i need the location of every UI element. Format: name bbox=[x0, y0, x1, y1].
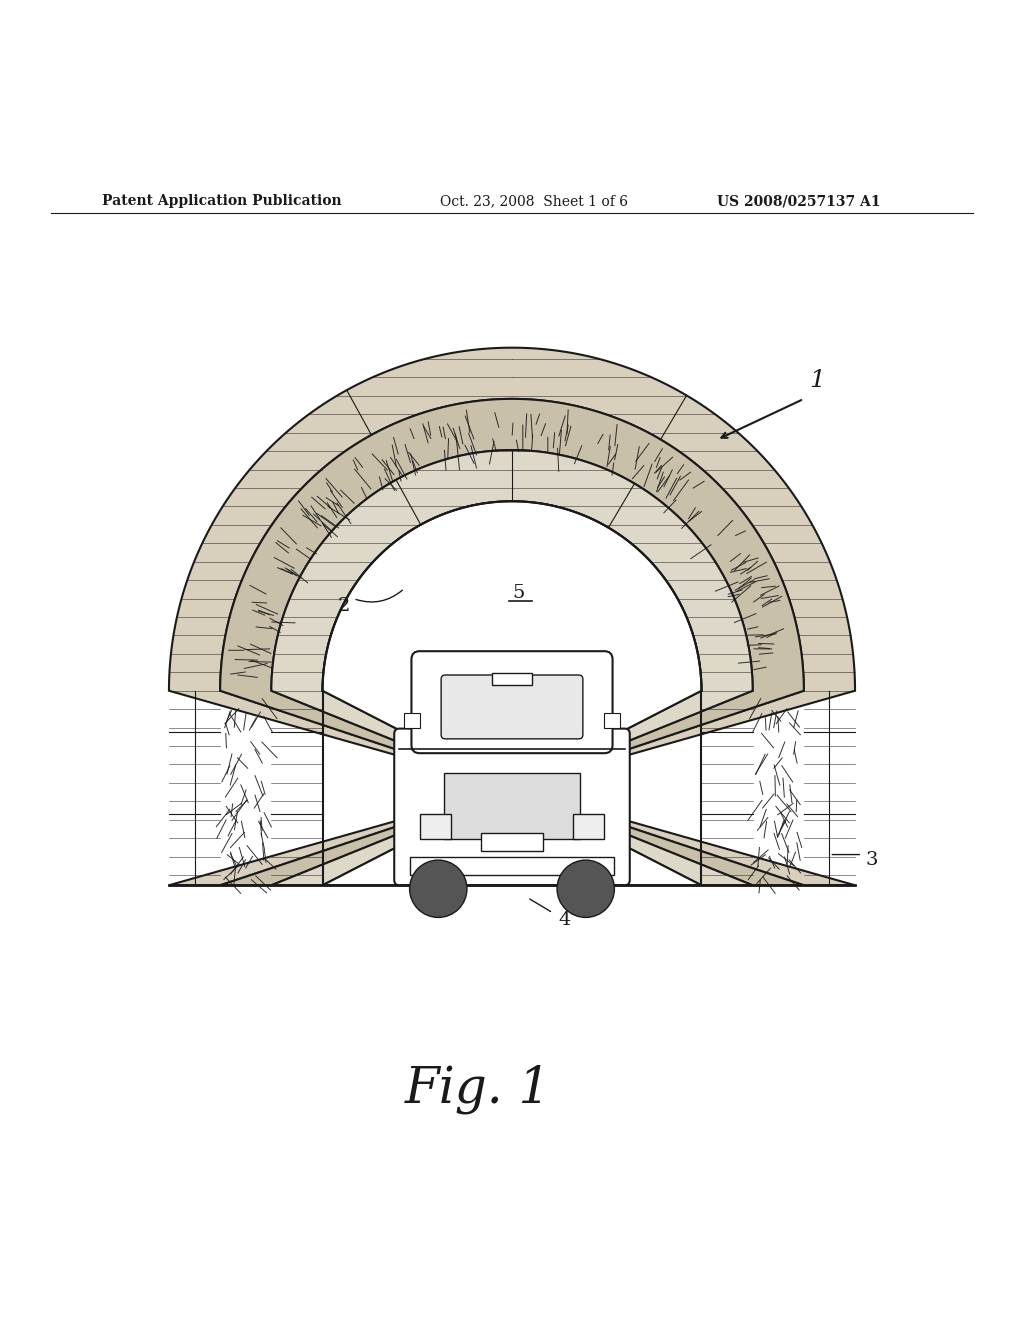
Bar bbox=[404, 713, 420, 727]
Text: Oct. 23, 2008  Sheet 1 of 6: Oct. 23, 2008 Sheet 1 of 6 bbox=[440, 194, 629, 209]
Polygon shape bbox=[169, 347, 855, 886]
Text: 3: 3 bbox=[865, 850, 878, 869]
Bar bbox=[420, 813, 451, 840]
Bar bbox=[444, 772, 580, 840]
Polygon shape bbox=[220, 399, 804, 886]
Text: 1: 1 bbox=[809, 368, 825, 392]
Text: US 2008/0257137 A1: US 2008/0257137 A1 bbox=[717, 194, 881, 209]
Polygon shape bbox=[271, 450, 753, 886]
FancyBboxPatch shape bbox=[394, 729, 630, 886]
Polygon shape bbox=[323, 502, 701, 886]
Bar bbox=[573, 813, 604, 840]
Text: 2: 2 bbox=[338, 597, 350, 615]
Bar bbox=[604, 713, 620, 727]
Text: 4: 4 bbox=[558, 911, 570, 929]
Circle shape bbox=[557, 861, 614, 917]
Text: Patent Application Publication: Patent Application Publication bbox=[102, 194, 342, 209]
Text: 5: 5 bbox=[512, 585, 524, 602]
FancyBboxPatch shape bbox=[441, 675, 583, 739]
FancyBboxPatch shape bbox=[412, 651, 612, 754]
Bar bbox=[410, 857, 614, 875]
Circle shape bbox=[410, 861, 467, 917]
Bar bbox=[492, 673, 532, 685]
Text: Fig. 1: Fig. 1 bbox=[404, 1064, 551, 1114]
Bar bbox=[481, 833, 543, 851]
